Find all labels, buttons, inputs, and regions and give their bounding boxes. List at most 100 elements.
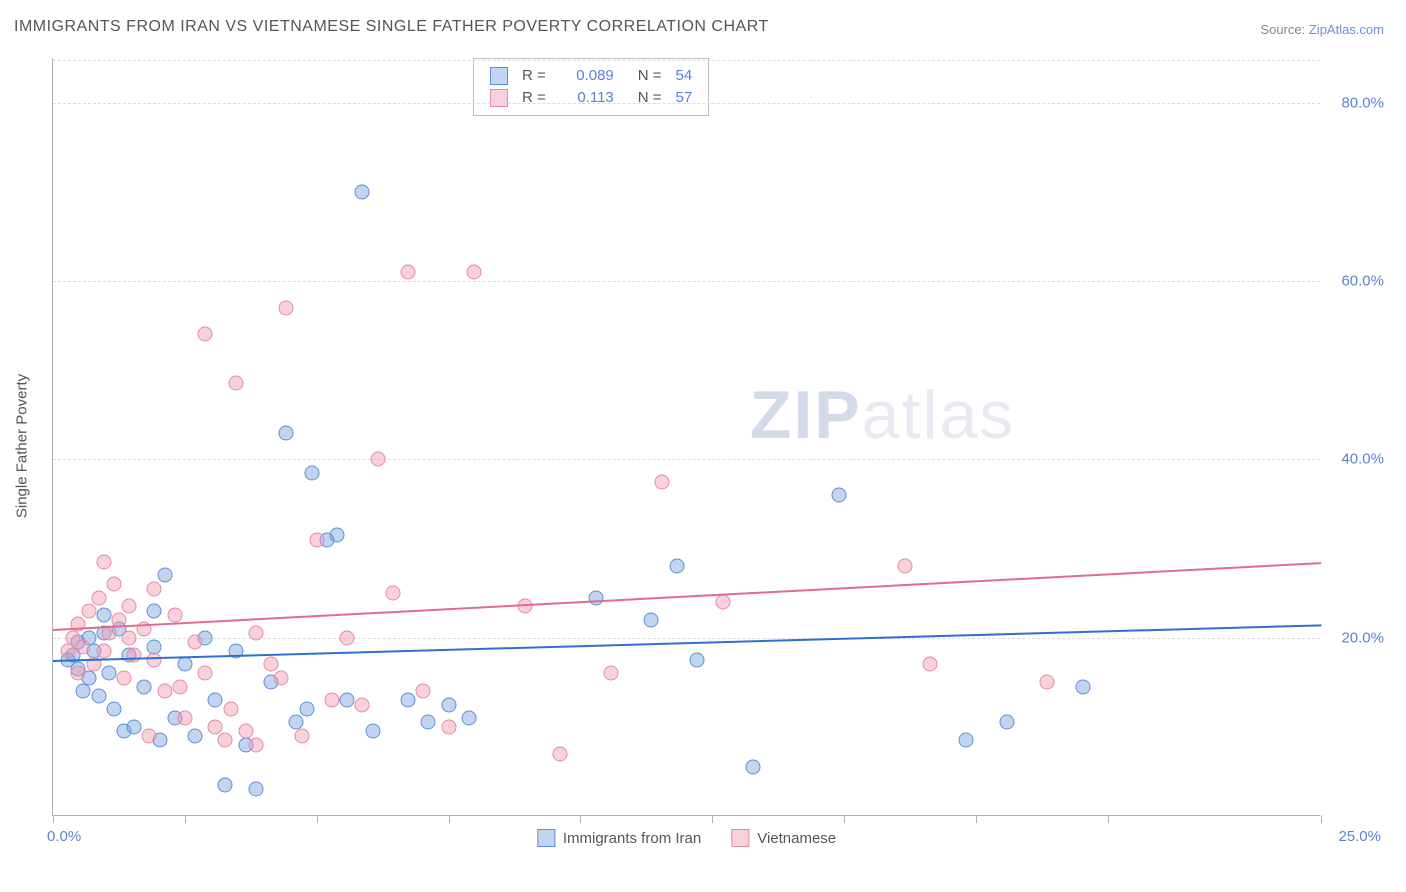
data-point <box>106 701 121 716</box>
data-point <box>117 670 132 685</box>
legend-bottom-label-0: Immigrants from Iran <box>563 830 701 847</box>
data-point <box>96 608 111 623</box>
data-point <box>441 719 456 734</box>
data-point <box>304 465 319 480</box>
data-point <box>324 693 339 708</box>
data-point <box>218 777 233 792</box>
gridline <box>53 281 1320 282</box>
data-point <box>147 603 162 618</box>
legend-row-1: R = 0.113 N = 57 <box>490 87 692 109</box>
data-point <box>248 626 263 641</box>
data-point <box>188 728 203 743</box>
r-label: R = <box>522 87 546 109</box>
data-point <box>147 581 162 596</box>
data-point <box>517 599 532 614</box>
data-point <box>137 679 152 694</box>
data-point <box>999 715 1014 730</box>
y-tick-label: 80.0% <box>1341 94 1384 111</box>
legend-bottom-label-1: Vietnamese <box>757 830 836 847</box>
data-point <box>669 559 684 574</box>
data-point <box>279 425 294 440</box>
data-point <box>228 376 243 391</box>
data-point <box>274 670 289 685</box>
data-point <box>1075 679 1090 694</box>
data-point <box>238 724 253 739</box>
data-point <box>208 719 223 734</box>
chart-title: IMMIGRANTS FROM IRAN VS VIETNAMESE SINGL… <box>14 18 769 36</box>
data-point <box>745 759 760 774</box>
r-value-0: 0.089 <box>556 65 614 87</box>
y-tick-label: 60.0% <box>1341 272 1384 289</box>
r-value-1: 0.113 <box>556 87 614 109</box>
x-tick <box>449 815 450 823</box>
watermark-text: ZIPatlas <box>750 376 1015 454</box>
x-tick <box>185 815 186 823</box>
data-point <box>142 728 157 743</box>
trend-line <box>53 624 1321 662</box>
data-point <box>264 657 279 672</box>
data-point <box>340 693 355 708</box>
data-point <box>466 265 481 280</box>
data-point <box>340 630 355 645</box>
gridline <box>53 60 1320 61</box>
source-attribution: Source: ZipAtlas.com <box>1260 22 1384 37</box>
x-tick <box>712 815 713 823</box>
legend-item-0: Immigrants from Iran <box>537 829 701 847</box>
source-link[interactable]: ZipAtlas.com <box>1309 22 1384 37</box>
data-point <box>167 608 182 623</box>
x-tick-label: 25.0% <box>1338 828 1381 845</box>
data-point <box>654 474 669 489</box>
data-point <box>365 724 380 739</box>
gridline <box>53 459 1320 460</box>
data-point <box>106 577 121 592</box>
legend-item-1: Vietnamese <box>731 829 836 847</box>
y-tick-label: 20.0% <box>1341 629 1384 646</box>
data-point <box>208 693 223 708</box>
data-point <box>309 532 324 547</box>
data-point <box>715 594 730 609</box>
x-tick <box>580 815 581 823</box>
data-point <box>1040 675 1055 690</box>
data-point <box>177 657 192 672</box>
data-point <box>91 688 106 703</box>
data-point <box>127 648 142 663</box>
data-point <box>401 265 416 280</box>
r-label: R = <box>522 65 546 87</box>
data-point <box>421 715 436 730</box>
x-tick <box>844 815 845 823</box>
source-label: Source: <box>1260 22 1305 37</box>
data-point <box>157 568 172 583</box>
legend-row-0: R = 0.089 N = 54 <box>490 65 692 87</box>
data-point <box>248 737 263 752</box>
data-point <box>172 679 187 694</box>
data-point <box>299 701 314 716</box>
data-point <box>279 300 294 315</box>
legend-bottom-swatch-0 <box>537 829 555 847</box>
data-point <box>355 697 370 712</box>
data-point <box>416 684 431 699</box>
data-point <box>198 666 213 681</box>
gridline <box>53 103 1320 104</box>
data-point <box>71 666 86 681</box>
data-point <box>101 666 116 681</box>
data-point <box>122 630 137 645</box>
data-point <box>76 684 91 699</box>
data-point <box>461 710 476 725</box>
x-tick-label: 0.0% <box>47 828 81 845</box>
x-tick <box>1108 815 1109 823</box>
x-tick <box>53 815 54 823</box>
data-point <box>248 782 263 797</box>
data-point <box>898 559 913 574</box>
data-point <box>76 639 91 654</box>
trend-line <box>53 562 1321 631</box>
data-point <box>218 733 233 748</box>
x-tick <box>1321 815 1322 823</box>
legend-swatch-1 <box>490 89 508 107</box>
x-tick <box>976 815 977 823</box>
watermark-rest: atlas <box>862 377 1016 453</box>
data-point <box>958 733 973 748</box>
n-value-1: 57 <box>676 87 693 109</box>
data-point <box>61 644 76 659</box>
scatter-plot-area: ZIPatlas R = 0.089 N = 54 R = 0.113 N = … <box>52 58 1320 816</box>
data-point <box>96 554 111 569</box>
